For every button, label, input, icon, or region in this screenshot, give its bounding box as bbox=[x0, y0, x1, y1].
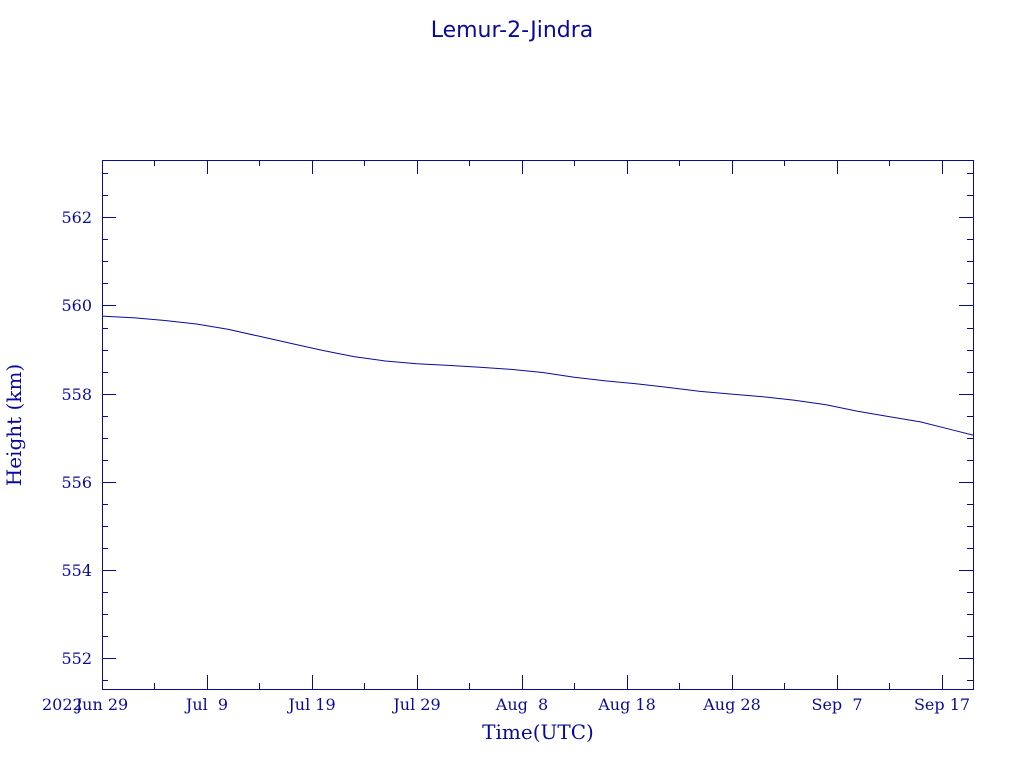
x-tick-label: Aug 28 bbox=[702, 695, 761, 714]
y-tick-label: 558 bbox=[61, 385, 92, 404]
chart-title: Lemur-2-Jindra bbox=[431, 18, 594, 43]
y-tick-label: 562 bbox=[61, 208, 92, 227]
x-axis: Jun 29 Jul 9 Jul 19 Jul 29 Aug 8 Aug 18 Aug 28… bbox=[74, 160, 970, 714]
y-tick-label: 554 bbox=[61, 561, 92, 580]
x-tick-label: Jul 29 bbox=[391, 695, 440, 714]
x-tick-label: Jun 29 bbox=[74, 695, 128, 714]
x-tick-label: Jul 19 bbox=[286, 695, 335, 714]
series-line bbox=[101, 315, 974, 436]
x-axis-label: Time(UTC) bbox=[482, 720, 594, 744]
y-axis: 552 554 556 558 560 562 bbox=[61, 173, 973, 681]
x-tick-label: Aug 8 bbox=[495, 695, 548, 714]
y-tick-label: 556 bbox=[61, 473, 92, 492]
x-start-label: 2022 bbox=[42, 695, 83, 714]
y-axis-label: Height (km) bbox=[2, 364, 26, 486]
x-tick-label: Sep 17 bbox=[914, 695, 970, 714]
x-tick-label: Aug 18 bbox=[597, 695, 656, 714]
y-tick-label: 552 bbox=[61, 649, 92, 668]
plot-frame bbox=[102, 160, 974, 690]
y-tick-label: 560 bbox=[61, 296, 92, 315]
x-tick-label: Sep 7 bbox=[811, 695, 862, 714]
x-tick-label: Jul 9 bbox=[184, 695, 228, 714]
